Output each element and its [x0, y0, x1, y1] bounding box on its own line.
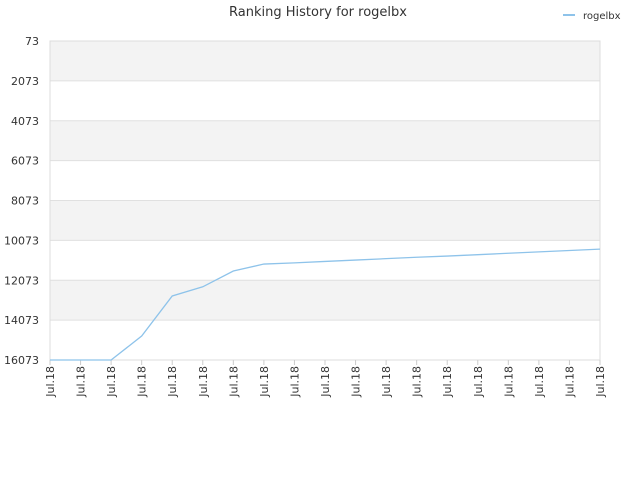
data-line — [50, 248, 601, 361]
grid-band — [50, 200, 600, 241]
y-tick-label: 16073 — [4, 354, 39, 367]
chart-title: Ranking History for rogelbx — [229, 5, 407, 20]
y-tick-label: 6073 — [11, 155, 39, 168]
grid-band — [50, 41, 600, 81]
x-tick-label: Jul.18 — [411, 366, 424, 398]
x-tick-label: Jul.18 — [197, 366, 210, 398]
x-tick-label: Jul.18 — [319, 366, 332, 398]
x-tick-label: Jul.18 — [441, 366, 454, 398]
y-tick-label: 14073 — [4, 314, 39, 327]
x-tick-label: Jul.18 — [563, 366, 576, 398]
x-tick-label: Jul.18 — [258, 366, 271, 398]
x-tick-label: Jul.18 — [502, 366, 515, 398]
y-tick-label: 2073 — [11, 75, 39, 88]
x-tick-label: Jul.18 — [380, 366, 393, 398]
y-tick-label: 4073 — [11, 115, 39, 128]
grid-band — [50, 120, 600, 161]
grid-band — [50, 280, 600, 321]
x-tick-label: Jul.18 — [136, 366, 149, 398]
x-tick-label: Jul.18 — [288, 366, 301, 398]
legend-label: rogelbx — [583, 11, 621, 22]
y-tick-label: 8073 — [11, 195, 39, 208]
x-tick-label: Jul.18 — [533, 366, 546, 398]
y-tick-label: 12073 — [4, 274, 39, 287]
x-tick-label: Jul.18 — [166, 366, 179, 398]
x-tick-label: Jul.18 — [44, 366, 57, 398]
y-tick-label: 10073 — [4, 234, 39, 247]
y-tick-label: 73 — [25, 35, 39, 48]
x-tick-label: Jul.18 — [594, 366, 607, 398]
x-tick-label: Jul.18 — [105, 366, 118, 398]
x-tick-label: Jul.18 — [350, 366, 363, 398]
x-tick-label: Jul.18 — [472, 366, 485, 398]
x-tick-label: Jul.18 — [227, 366, 240, 398]
x-tick-label: Jul.18 — [75, 366, 88, 398]
